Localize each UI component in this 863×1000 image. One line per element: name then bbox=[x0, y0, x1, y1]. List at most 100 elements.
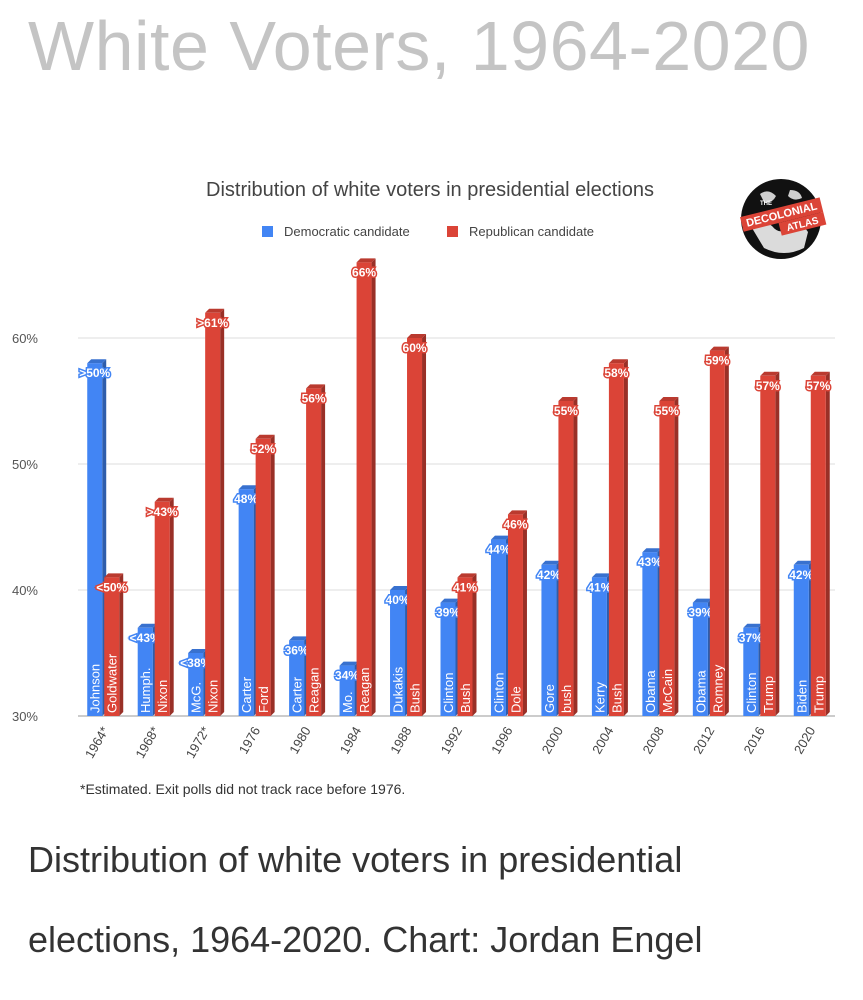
value-label: 43% bbox=[638, 555, 662, 569]
candidate-label: Kerry bbox=[592, 681, 607, 713]
legend-label-democratic: Democratic candidate bbox=[284, 224, 410, 239]
bar-republican-2004 bbox=[608, 359, 628, 716]
bar-face bbox=[591, 577, 607, 716]
y-tick-label: 40% bbox=[12, 583, 38, 598]
value-label: <50% bbox=[96, 580, 127, 594]
x-tick-label: 1984 bbox=[337, 724, 364, 757]
bar-face bbox=[238, 489, 254, 716]
value-label: >61% bbox=[197, 316, 228, 330]
candidate-label: Reagan bbox=[357, 667, 372, 713]
bar-top bbox=[154, 497, 174, 502]
value-label: 37% bbox=[739, 631, 763, 645]
candidate-label: Johnson bbox=[88, 664, 103, 713]
bar-side bbox=[220, 308, 225, 716]
bar-face bbox=[457, 577, 473, 716]
bar-republican-2000 bbox=[558, 397, 578, 716]
bar-face bbox=[407, 338, 423, 716]
bar-side bbox=[825, 371, 830, 716]
y-tick-label: 60% bbox=[12, 331, 38, 346]
bar-side bbox=[573, 397, 578, 716]
x-tick-label: 1976 bbox=[236, 724, 263, 757]
caption: Distribution of white voters in presiden… bbox=[28, 839, 703, 960]
bar-face bbox=[793, 564, 809, 716]
bar-side bbox=[522, 510, 527, 716]
bar-face bbox=[810, 375, 826, 716]
bar-face bbox=[642, 552, 658, 716]
value-label: 57% bbox=[756, 379, 780, 393]
bar-top bbox=[558, 397, 578, 401]
bar-top bbox=[238, 485, 258, 490]
bars: Johnson >50% Goldwater <50% Humph. <43% Nixon >… bbox=[78, 258, 832, 716]
bar-republican-2020 bbox=[810, 371, 830, 716]
bar-side bbox=[775, 371, 780, 716]
value-label: <43% bbox=[130, 631, 161, 645]
candidate-label: Clinton bbox=[744, 673, 759, 713]
bar-side bbox=[270, 434, 275, 716]
bar-top bbox=[507, 510, 527, 515]
bar-side bbox=[724, 346, 729, 716]
value-label: 34% bbox=[335, 669, 359, 683]
bar-side bbox=[169, 497, 174, 716]
bar-republican-1984 bbox=[356, 258, 376, 716]
bar-republican-1988 bbox=[407, 334, 427, 716]
candidate-label: Ford bbox=[256, 686, 271, 713]
bar-face bbox=[87, 363, 103, 716]
bar-republican-1968* bbox=[154, 497, 174, 716]
value-label: 56% bbox=[302, 391, 326, 405]
gridlines bbox=[78, 337, 835, 717]
chart-title: Distribution of white voters in presiden… bbox=[206, 179, 654, 201]
bar-republican-1996 bbox=[507, 510, 527, 716]
page-title: White Voters, 1964-2020 bbox=[28, 7, 810, 85]
bar-face bbox=[709, 350, 725, 716]
bar-face bbox=[104, 577, 120, 716]
bar-face bbox=[390, 590, 406, 716]
x-tick-label: 2004 bbox=[589, 724, 616, 757]
y-axis: 30% 40% 50% 60% bbox=[12, 331, 38, 724]
candidate-label: Carter bbox=[290, 676, 305, 713]
candidate-label: bush bbox=[559, 685, 574, 713]
bar-top bbox=[709, 346, 729, 351]
bar-face bbox=[289, 640, 305, 716]
value-label: 52% bbox=[251, 442, 275, 456]
value-label: 46% bbox=[503, 517, 527, 531]
candidate-label: Clinton bbox=[491, 673, 506, 713]
x-tick-label: 2020 bbox=[791, 724, 818, 757]
value-label: 40% bbox=[386, 593, 410, 607]
bar-top bbox=[339, 661, 359, 666]
bar-side bbox=[119, 573, 124, 716]
bar-side bbox=[371, 258, 376, 716]
bar-top bbox=[407, 334, 427, 338]
bar-face bbox=[760, 375, 776, 716]
bar-top bbox=[104, 573, 124, 578]
value-label: 55% bbox=[655, 404, 679, 418]
decolonial-atlas-logo: THE DECOLONIAL ATLAS bbox=[740, 179, 827, 259]
bar-face bbox=[692, 602, 708, 716]
bar-top bbox=[659, 397, 679, 401]
bar-republican-1980 bbox=[306, 384, 326, 716]
bar-top bbox=[541, 560, 561, 565]
value-label: <38% bbox=[180, 656, 211, 670]
bar-top bbox=[760, 371, 780, 376]
x-tick-label: 1988 bbox=[387, 724, 414, 757]
value-label: 42% bbox=[789, 568, 813, 582]
candidate-label: McG. bbox=[189, 682, 204, 713]
x-tick-label: 1992 bbox=[438, 724, 465, 757]
bar-top bbox=[137, 623, 157, 628]
chart: Distribution of white voters in presiden… bbox=[12, 179, 835, 797]
bar-face bbox=[188, 653, 204, 716]
bar-face bbox=[339, 665, 355, 716]
value-label: 42% bbox=[537, 568, 561, 582]
bar-top bbox=[440, 598, 460, 603]
candidate-label: Bush bbox=[458, 683, 473, 713]
x-tick-label: 1980 bbox=[286, 724, 313, 757]
bar-face bbox=[541, 564, 557, 716]
bar-face bbox=[205, 312, 221, 716]
bar-face bbox=[490, 539, 506, 716]
bar-top bbox=[810, 371, 830, 376]
x-tick-label: 2012 bbox=[690, 724, 717, 757]
candidate-label: Nixon bbox=[206, 680, 221, 713]
value-label: 41% bbox=[587, 580, 611, 594]
bar-face bbox=[255, 438, 271, 716]
value-label: 39% bbox=[688, 606, 712, 620]
candidate-label: Mo. bbox=[340, 691, 355, 713]
